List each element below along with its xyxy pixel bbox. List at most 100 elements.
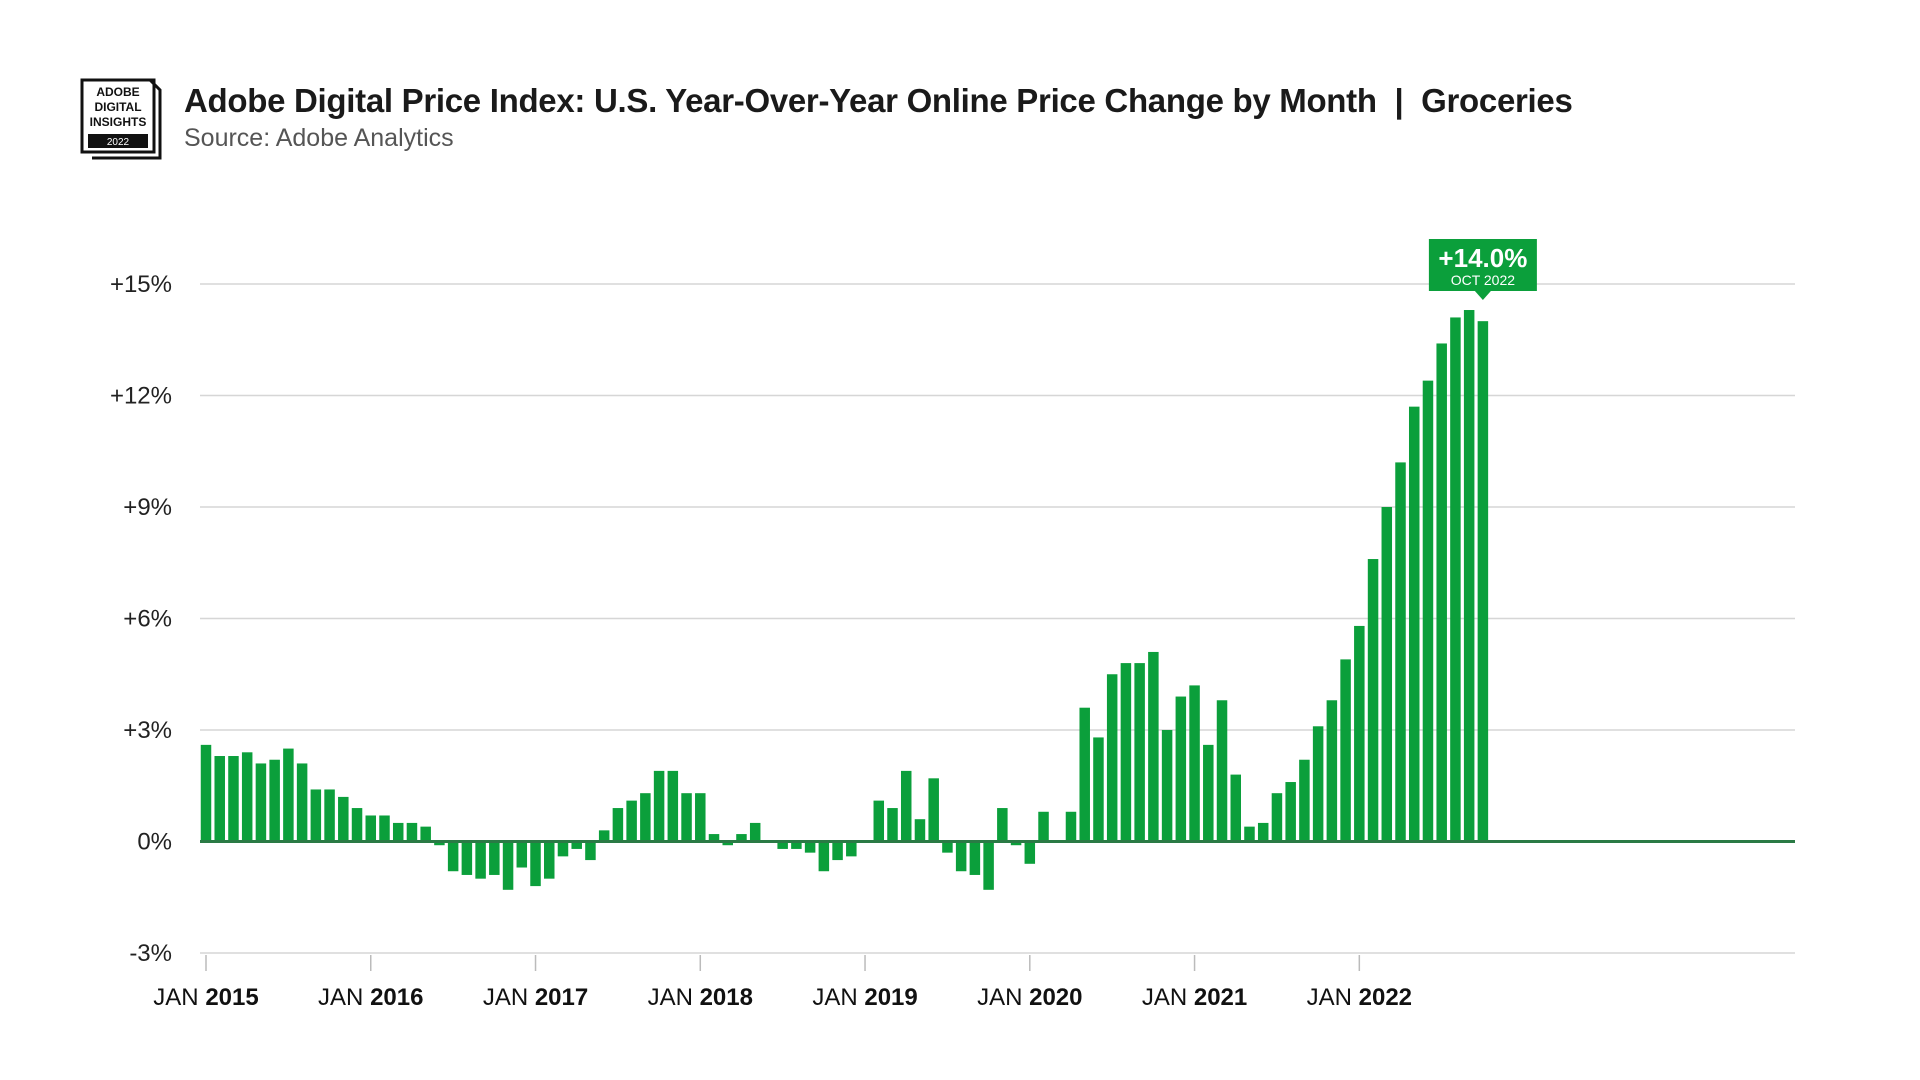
bar	[640, 793, 651, 842]
bar	[351, 808, 363, 842]
bar	[1065, 811, 1077, 842]
bar	[1203, 744, 1214, 842]
y-tick-label: +15%	[110, 271, 172, 298]
y-tick-label: +12%	[110, 383, 172, 410]
bar	[296, 763, 308, 842]
bar	[585, 841, 596, 861]
bar	[873, 800, 885, 842]
bar	[392, 822, 404, 842]
bar	[1134, 663, 1145, 842]
bar	[777, 841, 788, 849]
bar	[681, 793, 692, 842]
bar	[1340, 659, 1351, 842]
bar	[749, 822, 761, 842]
callout-value: +14.0%	[1438, 243, 1527, 273]
bar	[338, 796, 349, 842]
bar	[1230, 774, 1241, 842]
bar	[365, 815, 377, 842]
bar	[969, 841, 981, 875]
bar	[1299, 759, 1310, 842]
bar	[1148, 651, 1159, 842]
bar	[1079, 707, 1090, 842]
bar	[420, 826, 431, 842]
bar	[461, 841, 473, 875]
bar	[1244, 826, 1255, 842]
bar	[695, 793, 706, 842]
bar	[1326, 700, 1338, 842]
bar	[214, 756, 225, 842]
bar	[1038, 811, 1049, 842]
bar	[722, 841, 733, 846]
x-tick-label: JAN 2022	[1307, 984, 1412, 1011]
bar	[942, 841, 953, 853]
logo-year: 2022	[107, 137, 130, 148]
bar	[983, 841, 994, 890]
bar	[1367, 559, 1379, 842]
y-tick-label: +3%	[123, 717, 172, 744]
x-tick-label: JAN 2021	[1142, 984, 1247, 1011]
bar	[846, 841, 857, 857]
bar	[1093, 737, 1104, 842]
bar	[228, 756, 239, 842]
bar	[1257, 822, 1269, 842]
bar	[379, 815, 390, 842]
x-tick-label: JAN 2018	[648, 984, 753, 1011]
x-tick-label: JAN 2015	[153, 984, 258, 1011]
bar	[832, 841, 843, 861]
bar	[708, 834, 720, 842]
bar	[1450, 317, 1461, 842]
logo-line-1: ADOBE	[96, 85, 139, 99]
bar	[434, 841, 445, 846]
bar	[1106, 674, 1118, 842]
bar	[1010, 841, 1022, 846]
bar	[1216, 700, 1228, 842]
bar	[1189, 685, 1200, 842]
bar	[1381, 507, 1393, 842]
bar	[310, 789, 322, 842]
bar	[269, 759, 280, 842]
bar	[1436, 343, 1447, 842]
bar	[544, 841, 555, 879]
bar	[1463, 310, 1475, 842]
bar	[612, 808, 624, 842]
y-tick-label: -3%	[129, 940, 172, 967]
adobe-digital-insights-logo: ADOBE DIGITAL INSIGHTS 2022	[80, 78, 162, 160]
bar	[324, 789, 335, 842]
callout-date: OCT 2022	[1451, 272, 1516, 288]
callout-box	[1428, 239, 1537, 300]
x-tick-label: JAN 2020	[977, 984, 1082, 1011]
bar	[406, 822, 418, 842]
x-tick-label: JAN 2019	[812, 984, 917, 1011]
bar	[475, 841, 486, 879]
bar	[200, 744, 212, 842]
chart-subtitle: Source: Adobe Analytics	[184, 124, 454, 152]
bar	[571, 841, 582, 849]
chart-title: Adobe Digital Price Index: U.S. Year-Ove…	[184, 82, 1573, 119]
bar	[1477, 321, 1489, 842]
bar	[516, 841, 528, 868]
bar	[241, 752, 253, 842]
bar	[598, 830, 610, 842]
bar	[1024, 841, 1036, 864]
bar	[1422, 380, 1434, 842]
bar	[1161, 730, 1173, 842]
logo-line-2: DIGITAL	[94, 100, 141, 114]
bar	[736, 834, 747, 842]
bar	[283, 748, 294, 842]
bar	[1395, 462, 1406, 842]
bar	[887, 808, 898, 842]
y-tick-label: 0%	[137, 829, 172, 856]
bar	[804, 841, 816, 853]
bar	[530, 841, 541, 887]
bar	[955, 841, 967, 872]
bar	[900, 770, 912, 842]
bar	[1285, 782, 1296, 842]
bar	[1271, 793, 1283, 842]
bar	[1312, 726, 1324, 842]
bar	[818, 841, 830, 872]
bar	[653, 770, 665, 842]
bar	[791, 841, 802, 849]
bar	[1354, 625, 1365, 842]
bar	[667, 770, 679, 842]
